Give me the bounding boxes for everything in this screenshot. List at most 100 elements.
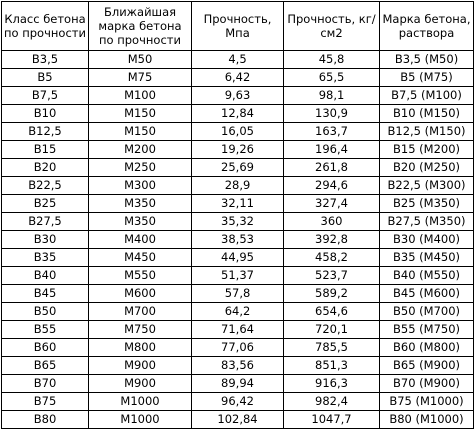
cell-concrete-mortar-grade: B60 (M800) bbox=[379, 338, 474, 357]
cell-strength-kgcm2: 589,2 bbox=[283, 284, 380, 303]
cell-concrete-mortar-grade: B12,5 (M150) bbox=[379, 122, 474, 141]
cell-strength-kgcm2: 785,5 bbox=[283, 338, 380, 357]
table-row: B12,5 M150 16,05 163,7 B12,5 (M150) bbox=[1, 122, 474, 141]
cell-nearest-grade: M250 bbox=[88, 158, 192, 177]
cell-concrete-mortar-grade: B7,5 (M100) bbox=[379, 86, 474, 105]
cell-concrete-mortar-grade: B55 (M750) bbox=[379, 320, 474, 339]
table-row: B27,5 M350 35,32 360 B27,5 (M350) bbox=[1, 212, 474, 231]
table-row: B70 M900 89,94 916,3 B70 (M900) bbox=[1, 374, 474, 393]
cell-nearest-grade: M100 bbox=[88, 86, 192, 105]
cell-concrete-mortar-grade: B35 (M450) bbox=[379, 248, 474, 267]
cell-concrete-mortar-grade: B70 (M900) bbox=[379, 374, 474, 393]
table-row: B3,5 M50 4,5 45,8 B3,5 (M50) bbox=[1, 50, 474, 69]
cell-nearest-grade: M750 bbox=[88, 320, 192, 339]
cell-nearest-grade: M150 bbox=[88, 104, 192, 123]
cell-strength-kgcm2: 458,2 bbox=[283, 248, 380, 267]
cell-strength-class: B30 bbox=[1, 230, 89, 249]
table-header: Класс бетона по прочности Ближайшая марк… bbox=[1, 1, 474, 51]
cell-strength-class: B7,5 bbox=[1, 86, 89, 105]
table-row: B15 M200 19,26 196,4 B15 (M200) bbox=[1, 140, 474, 159]
cell-nearest-grade: M700 bbox=[88, 302, 192, 321]
cell-strength-class: B27,5 bbox=[1, 212, 89, 231]
header-strength-mpa: Прочность, Мпа bbox=[191, 1, 284, 51]
cell-strength-mpa: 9,63 bbox=[191, 86, 284, 105]
table-row: B7,5 M100 9,63 98,1 B7,5 (M100) bbox=[1, 86, 474, 105]
cell-strength-kgcm2: 360 bbox=[283, 212, 380, 231]
table-row: B45 M600 57,8 589,2 B45 (M600) bbox=[1, 284, 474, 303]
cell-nearest-grade: M350 bbox=[88, 194, 192, 213]
table-row: B60 M800 77,06 785,5 B60 (M800) bbox=[1, 338, 474, 357]
cell-strength-kgcm2: 45,8 bbox=[283, 50, 380, 69]
cell-concrete-mortar-grade: B27,5 (M350) bbox=[379, 212, 474, 231]
cell-nearest-grade: M600 bbox=[88, 284, 192, 303]
cell-strength-kgcm2: 130,9 bbox=[283, 104, 380, 123]
cell-strength-mpa: 6,42 bbox=[191, 68, 284, 87]
cell-strength-kgcm2: 65,5 bbox=[283, 68, 380, 87]
cell-concrete-mortar-grade: B25 (M350) bbox=[379, 194, 474, 213]
table-row: B25 M350 32,11 327,4 B25 (M350) bbox=[1, 194, 474, 213]
cell-strength-mpa: 89,94 bbox=[191, 374, 284, 393]
cell-strength-kgcm2: 196,4 bbox=[283, 140, 380, 159]
cell-nearest-grade: M450 bbox=[88, 248, 192, 267]
cell-strength-mpa: 51,37 bbox=[191, 266, 284, 285]
cell-strength-mpa: 12,84 bbox=[191, 104, 284, 123]
cell-nearest-grade: M50 bbox=[88, 50, 192, 69]
cell-strength-mpa: 25,69 bbox=[191, 158, 284, 177]
cell-concrete-mortar-grade: B65 (M900) bbox=[379, 356, 474, 375]
cell-strength-mpa: 77,06 bbox=[191, 338, 284, 357]
table-row: B55 M750 71,64 720,1 B55 (M750) bbox=[1, 320, 474, 339]
header-row: Класс бетона по прочности Ближайшая марк… bbox=[1, 1, 474, 51]
cell-nearest-grade: M200 bbox=[88, 140, 192, 159]
cell-strength-kgcm2: 261,8 bbox=[283, 158, 380, 177]
cell-strength-class: B10 bbox=[1, 104, 89, 123]
cell-strength-kgcm2: 98,1 bbox=[283, 86, 380, 105]
cell-nearest-grade: M800 bbox=[88, 338, 192, 357]
cell-strength-class: B50 bbox=[1, 302, 89, 321]
cell-strength-mpa: 19,26 bbox=[191, 140, 284, 159]
table-row: B35 M450 44,95 458,2 B35 (M450) bbox=[1, 248, 474, 267]
table-body: B3,5 M50 4,5 45,8 B3,5 (M50) B5 M75 6,42 65,5 B5 … bbox=[1, 50, 474, 429]
cell-concrete-mortar-grade: B22,5 (M300) bbox=[379, 176, 474, 195]
cell-strength-class: B60 bbox=[1, 338, 89, 357]
cell-concrete-mortar-grade: B80 (M1000) bbox=[379, 410, 474, 429]
cell-strength-class: B5 bbox=[1, 68, 89, 87]
cell-strength-kgcm2: 654,6 bbox=[283, 302, 380, 321]
cell-nearest-grade: M1000 bbox=[88, 410, 192, 429]
cell-nearest-grade: M900 bbox=[88, 356, 192, 375]
cell-strength-class: B12,5 bbox=[1, 122, 89, 141]
header-strength-class: Класс бетона по прочности bbox=[1, 1, 89, 51]
cell-strength-mpa: 102,84 bbox=[191, 410, 284, 429]
table-row: B40 M550 51,37 523,7 B40 (M550) bbox=[1, 266, 474, 285]
cell-strength-mpa: 57,8 bbox=[191, 284, 284, 303]
cell-strength-mpa: 35,32 bbox=[191, 212, 284, 231]
cell-strength-kgcm2: 327,4 bbox=[283, 194, 380, 213]
cell-concrete-mortar-grade: B30 (M400) bbox=[379, 230, 474, 249]
table-row: B50 M700 64,2 654,6 B50 (M700) bbox=[1, 302, 474, 321]
cell-concrete-mortar-grade: B15 (M200) bbox=[379, 140, 474, 159]
cell-strength-mpa: 83,56 bbox=[191, 356, 284, 375]
cell-strength-mpa: 16,05 bbox=[191, 122, 284, 141]
cell-strength-class: B80 bbox=[1, 410, 89, 429]
cell-strength-mpa: 71,64 bbox=[191, 320, 284, 339]
cell-strength-class: B55 bbox=[1, 320, 89, 339]
table-row: B22,5 M300 28,9 294,6 B22,5 (M300) bbox=[1, 176, 474, 195]
cell-nearest-grade: M75 bbox=[88, 68, 192, 87]
cell-strength-kgcm2: 163,7 bbox=[283, 122, 380, 141]
cell-concrete-mortar-grade: B75 (M1000) bbox=[379, 392, 474, 411]
cell-nearest-grade: M1000 bbox=[88, 392, 192, 411]
cell-concrete-mortar-grade: B20 (M250) bbox=[379, 158, 474, 177]
cell-strength-class: B75 bbox=[1, 392, 89, 411]
cell-strength-class: B20 bbox=[1, 158, 89, 177]
cell-strength-kgcm2: 916,3 bbox=[283, 374, 380, 393]
cell-concrete-mortar-grade: B10 (M150) bbox=[379, 104, 474, 123]
cell-nearest-grade: M900 bbox=[88, 374, 192, 393]
cell-strength-mpa: 44,95 bbox=[191, 248, 284, 267]
cell-strength-class: B25 bbox=[1, 194, 89, 213]
cell-concrete-mortar-grade: B45 (M600) bbox=[379, 284, 474, 303]
cell-strength-class: B40 bbox=[1, 266, 89, 285]
cell-strength-mpa: 4,5 bbox=[191, 50, 284, 69]
table-row: B10 M150 12,84 130,9 B10 (M150) bbox=[1, 104, 474, 123]
cell-strength-class: B15 bbox=[1, 140, 89, 159]
cell-strength-kgcm2: 720,1 bbox=[283, 320, 380, 339]
cell-strength-class: B35 bbox=[1, 248, 89, 267]
